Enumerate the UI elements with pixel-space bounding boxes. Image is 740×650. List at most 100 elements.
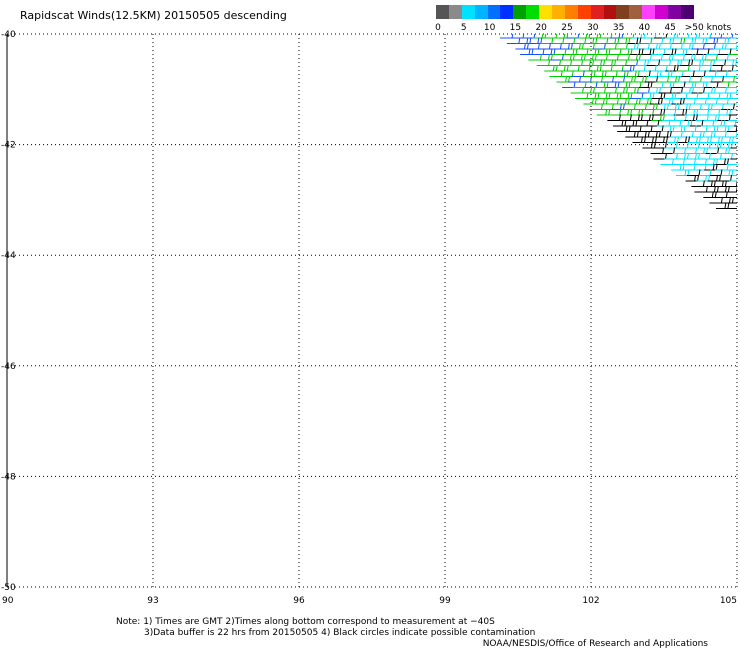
wind-barb: [537, 42, 551, 50]
wind-barb: [640, 114, 654, 121]
legend-swatch: [448, 5, 462, 19]
wind-barb: [687, 136, 701, 143]
wind-barb: [698, 64, 712, 72]
wind-barb: [693, 97, 707, 105]
wind-barb: [724, 42, 737, 50]
latitude-label: -46: [1, 362, 16, 372]
map-title: Rapidscat Winds(12.5KM) 20150505 descend…: [20, 9, 287, 22]
note-line-2: 3)Data buffer is 22 hrs from 20150505 4)…: [144, 628, 536, 638]
wind-barb: [662, 114, 676, 121]
wind-barb: [675, 169, 690, 176]
wind-barb: [651, 114, 665, 121]
wind-barb: [643, 136, 657, 143]
wind-barb: [544, 64, 558, 72]
wind-barb: [653, 152, 667, 160]
longitude-label: 102: [582, 596, 599, 606]
legend-swatch: [590, 5, 604, 19]
wind-barb: [672, 147, 687, 154]
wind-barb: [570, 86, 585, 94]
wind-barb: [729, 180, 737, 182]
wind-barb: [697, 152, 711, 160]
wind-barb: [709, 64, 723, 72]
wind-barb: [734, 65, 737, 66]
wind-barb: [562, 81, 576, 88]
legend-swatch: [461, 5, 475, 19]
longitude-label: 105: [720, 596, 737, 606]
wind-barb: [566, 64, 580, 72]
wind-barb: [617, 125, 631, 132]
wind-barb: [731, 142, 737, 143]
wind-barb: [661, 147, 676, 154]
wind-barb: [582, 70, 596, 77]
wind-barb: [714, 191, 728, 198]
wind-barb: [693, 163, 707, 171]
grid-lines: [6, 33, 738, 588]
wind-barb: [556, 75, 571, 83]
wind-barb: [709, 136, 723, 143]
wind-barb: [599, 64, 613, 72]
wind-barb: [715, 163, 729, 171]
wind-barb: [697, 169, 712, 176]
wind-barb: [730, 158, 737, 160]
wind-barb: [675, 152, 689, 160]
legend-label: 10: [483, 23, 496, 33]
wind-barb: [555, 64, 569, 72]
wind-barb: [717, 114, 731, 121]
wind-barb: [716, 185, 730, 193]
wind-barb: [555, 34, 569, 39]
wind-barb: [730, 147, 737, 149]
wind-barb: [642, 141, 656, 149]
legend-swatch: [513, 5, 527, 19]
wind-barb: [593, 70, 607, 77]
wind-barb: [721, 75, 736, 83]
wind-barb: [733, 125, 737, 127]
wind-barb: [699, 103, 713, 110]
wind-barb: [500, 34, 514, 39]
wind-barb: [592, 42, 606, 50]
wind-barb: [577, 34, 591, 39]
wind-barb: [605, 97, 619, 105]
wind-barb: [633, 75, 648, 83]
wind-barb: [676, 64, 690, 72]
wind-barb: [596, 108, 611, 116]
wind-barb: [654, 34, 668, 39]
wind-barb: [654, 64, 668, 72]
wind-barb: [676, 136, 690, 143]
wind-barb: [622, 75, 637, 83]
legend-swatch: [500, 5, 514, 19]
legend-swatch: [552, 5, 565, 19]
wind-barb: [727, 125, 737, 132]
wind-barb: [536, 59, 551, 66]
wind-barb: [511, 34, 525, 39]
wind-barb: [643, 64, 657, 72]
wind-barb: [726, 169, 737, 171]
wind-barb: [665, 64, 679, 72]
wind-barb: [583, 97, 597, 105]
wind-barb: [725, 74, 737, 77]
wind-barb: [660, 97, 674, 105]
wind-barb: [636, 42, 650, 50]
legend-label: 40: [638, 23, 651, 33]
wind-barb: [705, 147, 720, 154]
legend-swatch: [680, 5, 694, 19]
wind-barb: [594, 97, 608, 105]
wind-barb: [589, 103, 603, 110]
wind-barb: [725, 196, 737, 198]
wind-barb: [698, 136, 712, 143]
wind-barb: [644, 103, 658, 110]
wind-barb: [650, 147, 665, 154]
wind-barb: [632, 64, 646, 72]
wind-barb: [571, 70, 585, 77]
wind-barb: [520, 48, 534, 55]
legend-label: 5: [460, 23, 467, 33]
legend-swatch: [629, 5, 643, 19]
wind-barb: [703, 191, 717, 198]
wind-barb: [688, 75, 703, 83]
legend-swatch: [436, 5, 449, 19]
wind-barb: [727, 153, 737, 154]
longitude-label: 99: [439, 596, 451, 606]
wind-barb: [664, 152, 678, 160]
wind-barb: [709, 196, 723, 204]
wind-barb: [660, 158, 674, 165]
